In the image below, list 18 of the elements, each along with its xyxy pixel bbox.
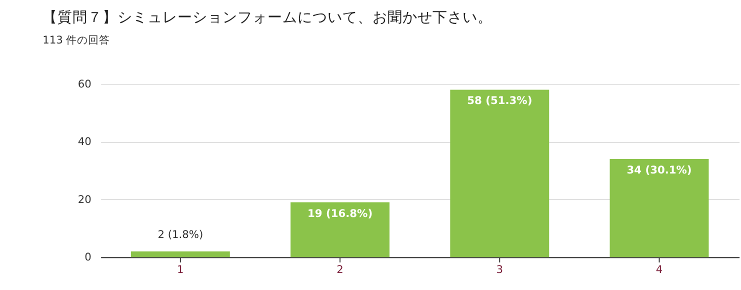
- data-label: 2 (1.8%): [158, 228, 204, 241]
- bar: [610, 158, 709, 258]
- x-tick-label: 1: [177, 263, 184, 276]
- chart-subtitle: 113 件の回答: [42, 33, 110, 46]
- x-tick-label: 3: [496, 263, 504, 276]
- y-tick-label: 0: [84, 250, 92, 264]
- y-tick-label: 20: [78, 192, 92, 206]
- data-label: 34 (30.1%): [626, 163, 692, 176]
- data-label: 19 (16.8%): [307, 206, 373, 220]
- y-tick-label: 60: [78, 77, 92, 90]
- y-tick-label: 40: [78, 135, 92, 148]
- bar: [290, 202, 390, 258]
- x-tick-label: 4: [656, 263, 663, 276]
- bar: [450, 90, 550, 258]
- x-tick-label: 2: [336, 263, 344, 276]
- data-label: 58 (51.3%): [467, 94, 532, 108]
- chart-title: 【質問７】シミュレーションフォームについて、お聞かせ下さい。: [42, 9, 493, 26]
- bar: [130, 251, 230, 258]
